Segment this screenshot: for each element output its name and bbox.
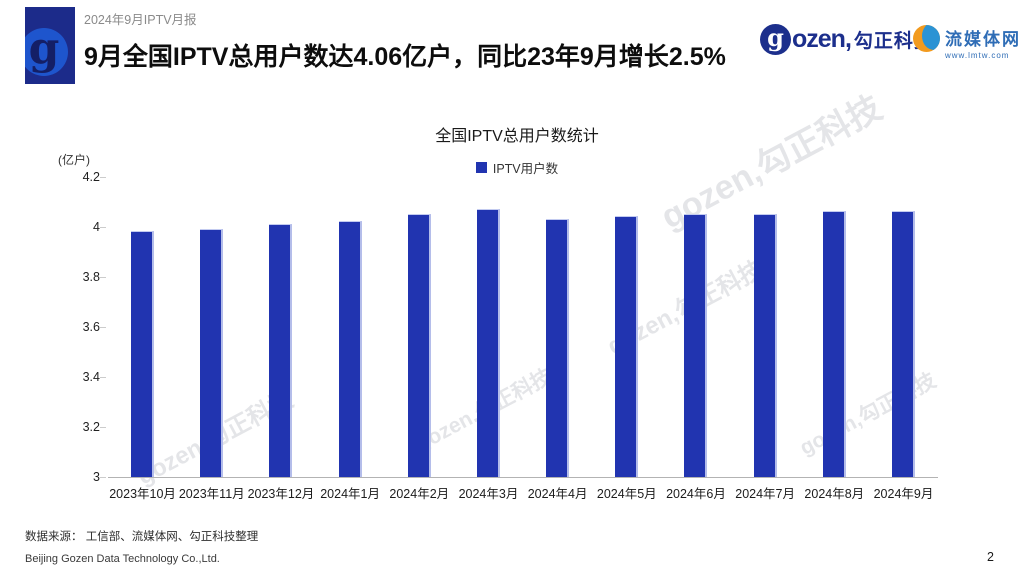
gozen-circle-g-icon: g xyxy=(760,24,791,55)
x-axis-tick-label: 2024年8月 xyxy=(804,487,865,501)
y-axis-tick-label: 3.6 xyxy=(82,320,100,334)
y-axis-tick-label: 3 xyxy=(93,470,100,484)
y-axis-tick-label: 3.4 xyxy=(82,370,100,384)
legend-label: IPTV用户数 xyxy=(492,162,559,176)
lmtw-circle-icon xyxy=(913,25,940,52)
lmtw-url: www.lmtw.com xyxy=(945,51,1010,60)
chart-bar xyxy=(753,213,777,477)
bar-slot xyxy=(869,177,938,477)
y-axis-tick xyxy=(100,477,106,478)
y-axis-tick-label: 4.2 xyxy=(82,170,100,184)
chart-bar xyxy=(891,211,915,477)
bar-slot xyxy=(108,177,177,477)
bar-series xyxy=(108,177,938,477)
bar-slot xyxy=(246,177,315,477)
lmtw-text-block: 流媒体网 www.lmtw.com xyxy=(945,25,1021,60)
y-axis: 4.2 4 3.8 3.6 3.4 3.2 3 xyxy=(28,170,100,484)
x-axis-tick-label: 2024年9月 xyxy=(873,487,934,501)
x-axis-tick-label: 2023年11月 xyxy=(178,487,245,501)
chart-bar xyxy=(476,208,500,477)
bar-slot xyxy=(592,177,661,477)
lmtw-name: 流媒体网 xyxy=(945,30,1021,49)
gozen-logo-icon: g xyxy=(25,27,68,76)
y-axis-tick xyxy=(100,327,106,328)
x-axis-tick-label: 2024年7月 xyxy=(735,487,796,501)
x-axis-tick-label: 2024年1月 xyxy=(320,487,380,501)
y-axis-tick xyxy=(100,177,106,178)
chart-bar xyxy=(200,228,224,477)
x-axis-tick-label: 2023年10月 xyxy=(109,487,176,501)
chart-bar xyxy=(546,218,570,477)
chart-bar xyxy=(131,231,155,477)
gozen-wordmark: ozen, xyxy=(792,25,852,53)
legend-swatch-icon xyxy=(475,162,487,173)
chart-bar xyxy=(822,211,846,477)
plot-area xyxy=(100,177,938,478)
x-axis-tick-label: 2024年4月 xyxy=(527,487,588,501)
x-axis-tick-label: 2024年3月 xyxy=(458,487,519,501)
y-axis-tick xyxy=(100,227,106,228)
chart-bar xyxy=(269,223,293,477)
gozen-brand-logo: g ozen, 勾正科技 xyxy=(760,24,934,55)
y-axis-tick xyxy=(100,277,106,278)
bar-slot xyxy=(316,177,385,477)
bar-slot xyxy=(177,177,246,477)
x-axis-tick-label: 2024年2月 xyxy=(389,487,450,501)
page-number: 2 xyxy=(987,550,994,564)
chart-bar xyxy=(407,213,431,477)
page-title: 9月全国IPTV总用户数达4.06亿户，同比23年9月增长2.5% xyxy=(84,43,726,71)
y-axis-tick-label: 3.8 xyxy=(82,270,100,284)
report-label: 2024年9月IPTV月报 xyxy=(84,13,197,27)
x-axis-tick-label: 2024年5月 xyxy=(596,487,657,501)
chart-title: 全国IPTV总用户数统计 xyxy=(435,128,599,145)
gozen-logo-square: g xyxy=(25,7,75,84)
lmtw-brand-logo: 流媒体网 www.lmtw.com xyxy=(913,25,1021,60)
company-note: Beijing Gozen Data Technology Co.,Ltd. xyxy=(25,553,220,565)
y-axis-tick-label: 4 xyxy=(93,220,100,234)
bar-slot xyxy=(800,177,869,477)
y-axis-tick xyxy=(100,377,106,378)
data-source-note: 数据来源： 工信部、流媒体网、勾正科技整理 xyxy=(25,531,259,543)
chart-bar xyxy=(684,213,708,477)
y-axis-unit-label: (亿户) xyxy=(58,153,90,167)
y-axis-tick-label: 3.2 xyxy=(82,420,100,434)
bar-slot xyxy=(385,177,454,477)
y-axis-tick xyxy=(100,427,106,428)
chart-bar xyxy=(338,221,362,477)
chart-legend: IPTV用户数 xyxy=(0,158,1024,177)
x-axis-tick-label: 2023年12月 xyxy=(247,487,315,501)
bar-slot xyxy=(731,177,800,477)
bar-slot xyxy=(523,177,592,477)
x-axis-tick-label: 2024年6月 xyxy=(666,487,726,501)
chart-bar xyxy=(615,216,639,477)
x-axis: 2023年10月 2023年11月 2023年12月 2024年1月 2024年2月 20… xyxy=(108,483,938,502)
bar-slot xyxy=(661,177,730,477)
bar-slot xyxy=(454,177,523,477)
